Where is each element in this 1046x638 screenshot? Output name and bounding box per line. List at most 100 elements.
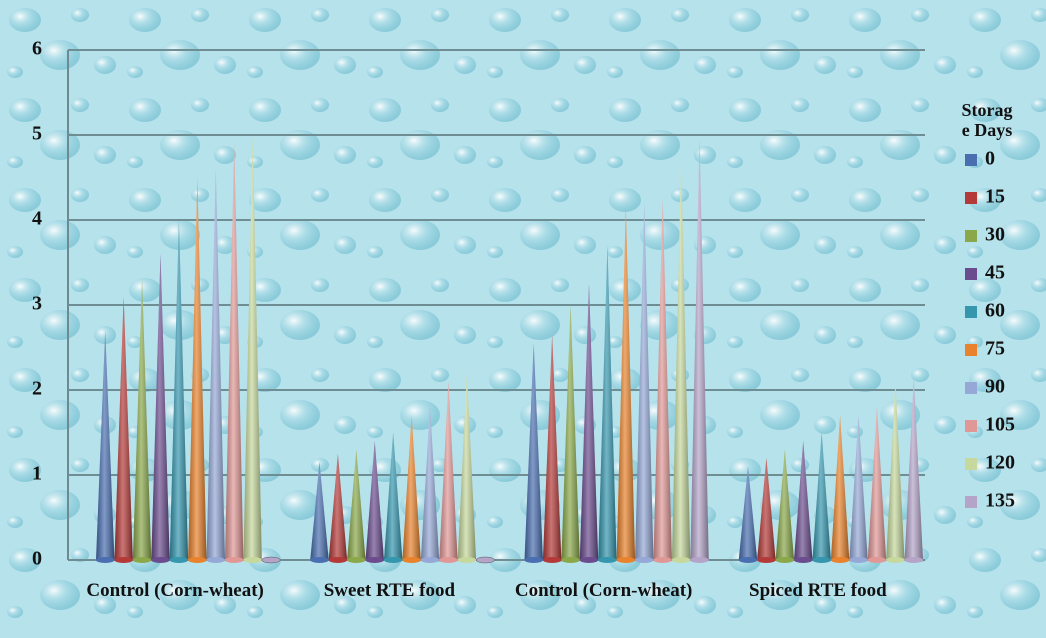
- cone-base: [420, 557, 440, 563]
- cone-group: [561, 305, 580, 563]
- cone-base: [542, 557, 562, 563]
- cone-group: [598, 245, 617, 563]
- cone-group: [224, 143, 244, 563]
- cone-group: [579, 283, 599, 563]
- cone-group: [635, 203, 654, 563]
- cone-shade: [188, 177, 207, 560]
- cone-group: [653, 198, 672, 563]
- cone-shade: [151, 254, 170, 560]
- cone-group: [849, 415, 868, 563]
- cone: [261, 556, 281, 564]
- cone-shade: [224, 143, 244, 560]
- cone-shade: [849, 415, 868, 560]
- cone-base: [188, 557, 207, 563]
- cone-shade: [794, 441, 813, 560]
- legend-label: 90: [985, 376, 1005, 398]
- y-tick-label: 4: [32, 208, 42, 230]
- cone-base: [96, 557, 115, 563]
- cone-shade: [383, 432, 403, 560]
- cone-shade: [542, 334, 562, 560]
- cone-shade: [598, 245, 617, 560]
- y-tick-label: 0: [32, 548, 42, 570]
- legend-swatch: [965, 306, 977, 318]
- cone-group: [904, 377, 923, 563]
- cone-base: [365, 557, 384, 563]
- cone-shade: [812, 432, 831, 560]
- cone-base: [402, 557, 421, 563]
- legend-label: 0: [985, 148, 995, 170]
- cone-base: [561, 557, 580, 563]
- cone-group: [457, 373, 477, 563]
- cone-base: [867, 557, 887, 563]
- cone-base: [849, 557, 868, 563]
- cone-shade: [867, 407, 887, 560]
- cone-group: [243, 135, 262, 563]
- legend-swatch: [965, 496, 977, 508]
- cone-base: [151, 557, 170, 563]
- cone-shade: [671, 160, 691, 560]
- y-tick-label: 5: [32, 123, 42, 145]
- legend-label: 135: [985, 490, 1015, 512]
- cone-group: [206, 169, 225, 563]
- y-tick-label: 3: [32, 293, 42, 315]
- cone-shade: [206, 169, 225, 560]
- legend-label: 30: [985, 224, 1005, 246]
- legend-swatch: [965, 344, 977, 356]
- cone-shade: [402, 415, 421, 560]
- x-tick-label: Sweet RTE food: [323, 580, 456, 601]
- cone-base: [439, 557, 458, 563]
- cone-shade: [347, 449, 366, 560]
- cone-group: [188, 177, 207, 563]
- cone-group: [365, 441, 384, 563]
- cone-group: [132, 279, 152, 563]
- cone-group: [261, 556, 281, 564]
- cone-group: [402, 415, 421, 563]
- cone-shade: [169, 220, 189, 560]
- cone-group: [475, 556, 495, 564]
- x-tick-label: Control (Corn-wheat): [86, 580, 264, 601]
- cone-shade: [775, 449, 795, 560]
- cone-shade: [524, 343, 543, 560]
- cone-shade: [365, 441, 384, 560]
- cone-shade: [690, 139, 709, 560]
- legend-swatch: [965, 192, 977, 204]
- cone-base: [579, 557, 599, 563]
- cone-base: [794, 557, 813, 563]
- cone-group: [96, 330, 115, 563]
- cone-shade: [243, 135, 262, 560]
- cone-shade: [757, 458, 776, 560]
- cone-shade: [738, 466, 758, 560]
- cone-shade: [653, 198, 672, 560]
- cone-base: [598, 557, 617, 563]
- cone-base: [904, 557, 923, 563]
- legend-swatch: [965, 382, 977, 394]
- cone-base: [347, 557, 366, 563]
- cone-base: [812, 557, 831, 563]
- cone-group: [114, 296, 133, 563]
- cone-base: [830, 557, 850, 563]
- cone-base: [132, 557, 152, 563]
- cone-shade: [886, 381, 905, 560]
- cone-group: [169, 220, 189, 563]
- legend-label: 60: [985, 300, 1005, 322]
- cone-base: [671, 557, 691, 563]
- cone-group: [151, 254, 170, 563]
- legend-swatch: [965, 230, 977, 242]
- y-tick-label: 2: [32, 378, 42, 400]
- cone-group: [757, 458, 776, 563]
- cone-base: [206, 557, 225, 563]
- cone-base: [243, 557, 262, 563]
- cone-group: [830, 415, 850, 563]
- cone-group: [542, 334, 562, 563]
- cone-base: [886, 557, 905, 563]
- cone-group: [886, 381, 905, 563]
- cone-group: [738, 466, 758, 563]
- y-tick-label: 6: [32, 38, 42, 60]
- cone-base: [690, 557, 709, 563]
- cone-shade: [96, 330, 115, 560]
- cone-shade: [579, 283, 599, 560]
- cone-base: [310, 557, 329, 563]
- x-tick-label: Control (Corn-wheat): [514, 580, 693, 601]
